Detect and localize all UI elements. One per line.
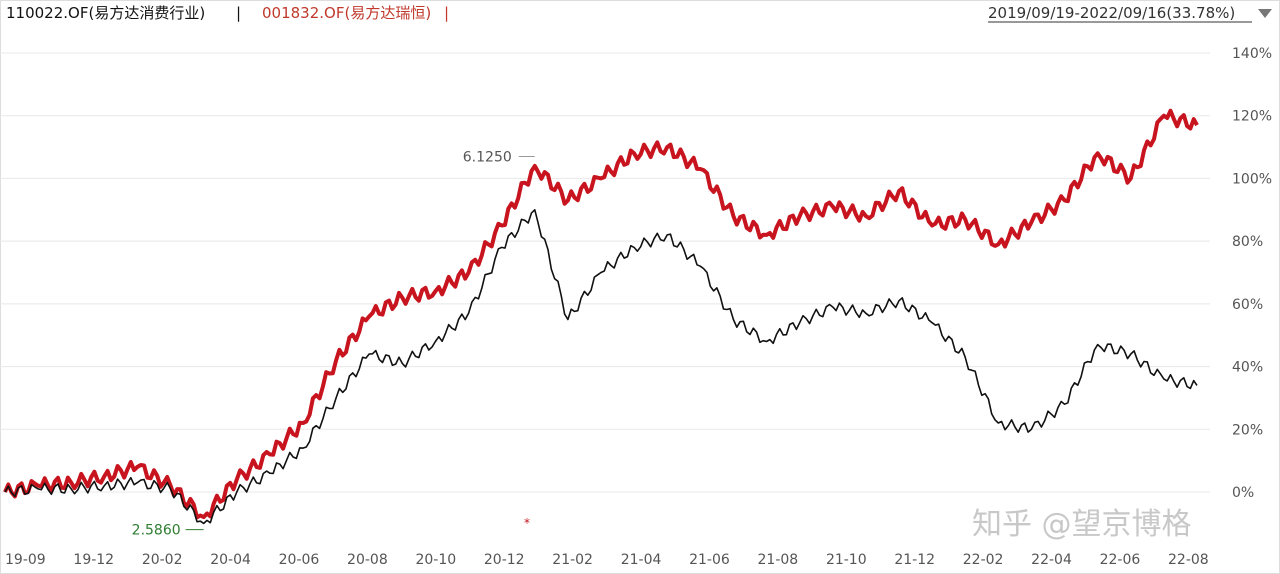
event-marker: * <box>524 516 530 530</box>
x-tick-label: 20-06 <box>279 552 320 568</box>
x-tick-label: 22-04 <box>1031 552 1072 568</box>
legend-separator-1: | <box>236 4 241 22</box>
y-tick-label: 100% <box>1232 171 1272 187</box>
annotations: 6.1250 2.5860 <box>132 149 535 539</box>
x-tick-label: 21-04 <box>621 552 662 568</box>
annotation-low: 2.5860 <box>132 523 204 539</box>
x-tick-label: 22-08 <box>1168 552 1209 568</box>
annotation-label: 6.1250 <box>463 149 512 165</box>
annotation-high: 6.1250 <box>463 149 535 165</box>
y-tick-label: 140% <box>1232 46 1272 62</box>
x-tick-label: 21-12 <box>894 552 935 568</box>
x-tick-label: 22-06 <box>1100 552 1141 568</box>
x-tick-label: 20-02 <box>142 552 183 568</box>
y-tick-label: 40% <box>1232 360 1263 376</box>
x-tick-label: 20-04 <box>210 552 251 568</box>
y-tick-label: 20% <box>1232 422 1263 438</box>
y-tick-label: 0% <box>1232 485 1254 501</box>
x-tick-label: 19-09 <box>5 552 46 568</box>
x-tick-label: 20-12 <box>484 552 525 568</box>
x-tick-label: 21-10 <box>826 552 867 568</box>
triangle-down-icon[interactable] <box>1258 9 1272 18</box>
series-lines <box>3 108 1199 525</box>
x-tick-label: 20-08 <box>347 552 388 568</box>
series-line-001832 <box>3 108 1199 520</box>
annotation-label: 2.5860 <box>132 523 181 539</box>
x-tick-label: 21-08 <box>758 552 799 568</box>
legend-separator-2: | <box>444 4 449 22</box>
x-tick-label: 21-06 <box>689 552 730 568</box>
watermark: 知乎 @望京博格 <box>972 507 1192 542</box>
y-tick-label: 120% <box>1232 109 1272 125</box>
x-axis-ticks: 19-09 19-12 20-02 20-04 20-06 20-08 20-10 20-12… <box>5 552 1209 568</box>
y-tick-label: 80% <box>1232 234 1263 250</box>
x-tick-label: 20-10 <box>415 552 456 568</box>
legend-series-1: 110022.OF(易方达消费行业) <box>6 4 205 22</box>
x-tick-label: 19-12 <box>73 552 114 568</box>
x-tick-label: 22-02 <box>963 552 1004 568</box>
x-tick-label: 21-02 <box>552 552 593 568</box>
date-range[interactable]: 2019/09/19-2022/09/16(33.78%) <box>988 4 1235 22</box>
y-axis-ticks: 140% 120% 100% 80% 60% 40% 20% 0% <box>1232 46 1272 501</box>
legend-series-2: 001832.OF(易方达瑞恒) <box>262 4 431 22</box>
series-line-110022 <box>4 209 1198 525</box>
y-tick-label: 60% <box>1232 297 1263 313</box>
